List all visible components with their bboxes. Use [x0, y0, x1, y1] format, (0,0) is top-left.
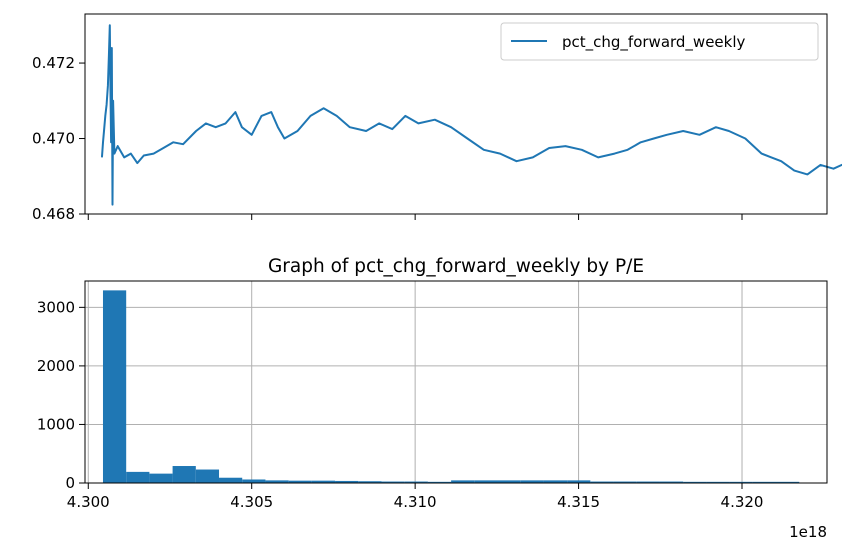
y-tick-label: 0	[65, 474, 75, 492]
histogram-bar	[288, 480, 312, 483]
histogram-bar	[195, 469, 220, 483]
x-tick-label: 4.320	[721, 493, 764, 511]
histogram-bar	[474, 480, 498, 483]
histogram-bar	[102, 290, 127, 483]
histogram-bar	[404, 481, 428, 483]
histogram-frame	[84, 280, 828, 484]
legend-box	[500, 22, 819, 61]
y-tick-label: 0.468	[32, 205, 75, 223]
histogram-bar	[776, 481, 800, 483]
histogram-bar	[752, 481, 777, 483]
histogram-ticks: 0 1000 2000 3000 4.300 4.305 4.310 4.315 4.320	[37, 298, 764, 511]
y-tick-label: 2000	[37, 357, 75, 375]
histogram-title: Graph of pct_chg_forward_weekly by P/E	[268, 256, 644, 277]
histogram-bar	[729, 481, 753, 483]
x-tick-label: 4.305	[230, 493, 273, 511]
x-offset-label: 1e18	[789, 523, 827, 541]
y-tick-label: 1000	[37, 415, 75, 433]
histogram-bar	[451, 480, 475, 483]
x-tick-label: 4.310	[394, 493, 437, 511]
histogram-bar	[613, 481, 637, 483]
histogram-bar	[520, 480, 544, 483]
histogram-bar	[427, 481, 452, 483]
histogram-bar	[265, 480, 289, 483]
x-tick-label: 4.315	[557, 493, 600, 511]
histogram-bar	[659, 481, 684, 483]
line-chart-axes: 0.468 0.470 0.472 pct_chg_forward_weekly	[32, 13, 842, 223]
histogram-bar	[567, 480, 591, 483]
line-chart-frame	[84, 13, 828, 215]
histogram-axes: 0 1000 2000 3000 4.300 4.305 4.310 4.315 4.320 G…	[37, 256, 828, 541]
histogram-bar	[219, 477, 243, 483]
x-tick-label: 4.300	[67, 493, 110, 511]
histogram-bar	[381, 481, 405, 483]
y-tick-label: 0.472	[32, 54, 75, 72]
histogram-bar	[543, 480, 568, 483]
histogram-bar	[683, 481, 707, 483]
histogram-bars	[102, 290, 800, 483]
histogram-bar	[706, 481, 730, 483]
legend: pct_chg_forward_weekly	[500, 22, 819, 61]
histogram-bar	[149, 473, 173, 483]
histogram-bar	[172, 466, 196, 483]
histogram-bar	[590, 481, 614, 483]
line-chart-ticks: 0.468 0.470 0.472	[32, 54, 743, 223]
histogram-bar	[126, 471, 150, 483]
histogram-bar	[242, 479, 266, 483]
histogram-bar	[311, 480, 336, 483]
y-tick-label: 0.470	[32, 130, 75, 148]
histogram-bar	[497, 480, 521, 483]
y-tick-label: 3000	[37, 298, 75, 316]
histogram-bar	[358, 481, 382, 483]
histogram-bar	[636, 481, 660, 483]
histogram-bar	[335, 480, 359, 483]
series-line-pct-chg-forward-weekly	[101, 24, 842, 206]
legend-label: pct_chg_forward_weekly	[562, 33, 746, 52]
